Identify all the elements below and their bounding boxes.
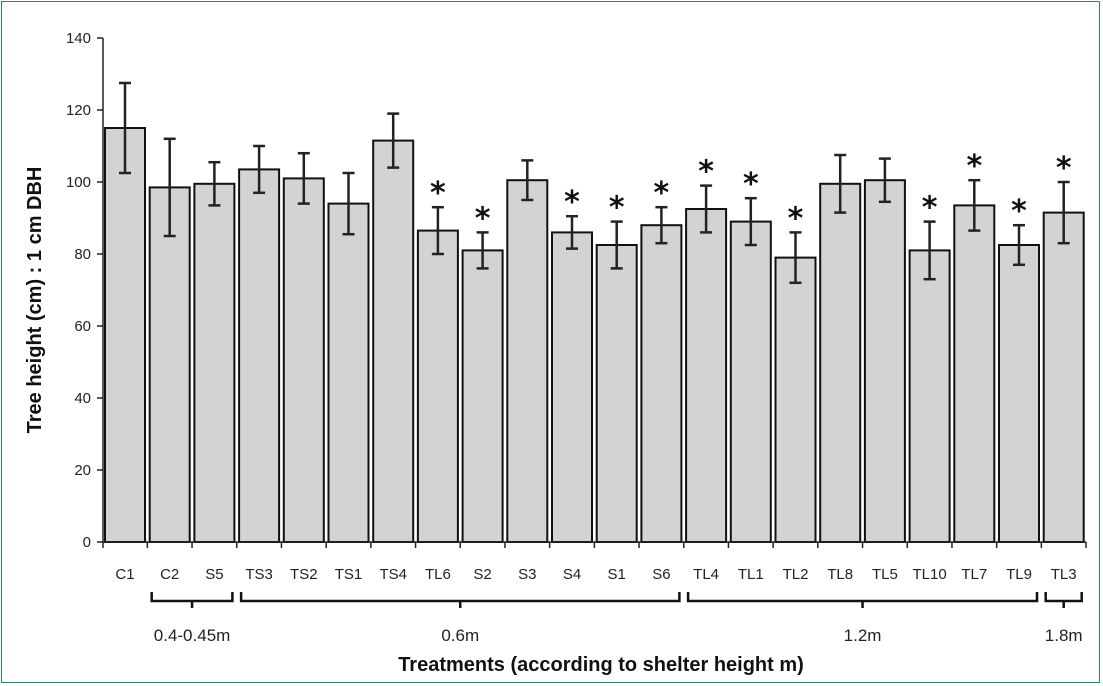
significance-star: * (1011, 194, 1027, 229)
bar-TL6 (416, 229, 459, 543)
y-tick-label: 20 (74, 462, 91, 479)
significance-star: * (1056, 151, 1072, 186)
y-tick-label: 0 (83, 534, 91, 551)
x-tick-label: S3 (518, 566, 536, 583)
bar-TS3 (238, 168, 281, 543)
bar-TS1 (327, 202, 370, 543)
bar-TL1 (729, 220, 772, 543)
x-tick-label: C2 (160, 566, 179, 583)
group-bracket (1044, 592, 1083, 608)
bar-TL7 (953, 204, 996, 543)
bar-TL10 (908, 249, 951, 543)
bar-S5 (193, 182, 236, 544)
significance-star: * (430, 176, 446, 211)
x-axis-title: Treatments (according to shelter height … (398, 654, 804, 676)
x-tick-label: TL3 (1051, 566, 1077, 583)
x-tick-label: TL7 (961, 566, 987, 583)
x-tick-label: TL9 (1006, 566, 1032, 583)
bar-TS2 (282, 177, 325, 543)
bar-TL3 (1042, 211, 1085, 543)
significance-star: * (788, 201, 804, 236)
error-bars (119, 81, 1070, 285)
x-tick-label: C1 (115, 566, 134, 583)
y-tick-label: 60 (74, 318, 91, 335)
group-label: 1.8m (1045, 626, 1083, 645)
significance-star: * (698, 155, 714, 190)
significance-star: * (609, 191, 625, 226)
x-tick-label: TL6 (425, 566, 451, 583)
x-tick-label: TL1 (738, 566, 764, 583)
y-tick-label: 40 (74, 390, 91, 407)
x-tick-label: TL10 (912, 566, 946, 583)
x-tick-label: S6 (652, 566, 670, 583)
significance-markers: * * * * * * * * * * * * (430, 149, 1072, 236)
x-axis: C1 C2 S5 TS3 TS2 TS1 TS4 TL6 S2 S3 S4 S1 S6 TL4 TL1 TL2… (102, 541, 1087, 583)
bar-TL5 (863, 179, 906, 543)
x-tick-label: TL5 (872, 566, 898, 583)
bar-S1 (595, 244, 638, 543)
bar-S6 (640, 224, 683, 543)
x-tick-label: TS2 (290, 566, 318, 583)
bar-S4 (551, 231, 593, 543)
x-tick-label: TS4 (379, 566, 407, 583)
y-axis-title: Tree height (cm) : 1 cm DBH (24, 167, 46, 434)
group-bracket (150, 592, 234, 608)
bar-TL2 (774, 256, 817, 543)
group-label: 1.2m (844, 626, 882, 645)
y-tick-label: 80 (74, 246, 91, 263)
significance-star: * (475, 201, 491, 236)
bar-S3 (506, 179, 549, 543)
group-label: 0.6m (441, 626, 479, 645)
significance-star: * (564, 185, 580, 220)
x-tick-label: S4 (563, 566, 581, 583)
significance-star: * (743, 167, 759, 202)
group-label: 0.4-0.45m (154, 626, 231, 645)
y-axis: 0 20 40 60 80 100 120 140 (66, 30, 104, 551)
bar-TL4 (685, 208, 728, 543)
bar-TS4 (372, 139, 415, 543)
y-tick-label: 100 (66, 174, 91, 191)
bar-S2 (461, 249, 504, 543)
significance-star: * (966, 149, 982, 184)
x-tick-label: TS3 (245, 566, 273, 583)
x-tick-label: S2 (473, 566, 491, 583)
significance-star: * (654, 176, 670, 211)
bar-C1 (104, 127, 146, 543)
y-tick-label: 120 (66, 102, 91, 119)
bar-TL8 (819, 182, 862, 544)
y-tick-label: 140 (66, 30, 91, 47)
x-tick-label: S5 (205, 566, 223, 583)
x-tick-label: TL8 (827, 566, 853, 583)
x-tick-label: TL2 (783, 566, 809, 583)
group-bracket (686, 592, 1039, 608)
significance-star: * (922, 191, 938, 226)
x-tick-label: S1 (608, 566, 626, 583)
group-brackets: 0.4-0.45m 0.6m 1.2m 1.8m (150, 592, 1083, 645)
x-tick-label: TS1 (335, 566, 363, 583)
x-tick-label: TL4 (693, 566, 719, 583)
bar-TL9 (998, 244, 1040, 543)
group-bracket (239, 592, 681, 608)
bar-C2 (148, 186, 191, 543)
